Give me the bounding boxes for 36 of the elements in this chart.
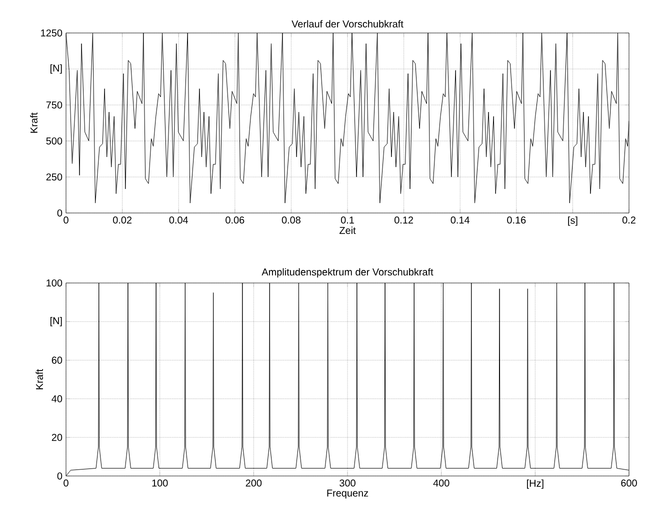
y-axis-title: Kraft: [30, 112, 38, 133]
x-axis-title: Zeit: [340, 226, 356, 234]
y-tick-label: 0: [57, 209, 62, 217]
x-tick-label: 0.14: [450, 216, 470, 224]
y-tick-label: 500: [46, 137, 62, 145]
x-tick-label: 300: [340, 480, 356, 487]
x-tick-label: 0.08: [282, 216, 300, 224]
y-tick-label: 20: [52, 434, 62, 441]
x-tick-label: 0.16: [507, 216, 526, 224]
y-tick-label: 60: [52, 356, 62, 364]
x-tick-label: 200: [246, 480, 262, 487]
y-tick-label: 0: [57, 472, 62, 480]
x-tick-label: 0.04: [169, 216, 188, 224]
y-tick-label: 750: [46, 101, 62, 109]
x-tick-label: 0: [64, 216, 68, 224]
x-tick-label: [Hz]: [527, 480, 544, 489]
x-tick-label: 400: [433, 480, 450, 487]
x-tick-label: 0.02: [113, 216, 132, 224]
y-tick-label: [N]: [50, 316, 62, 326]
y-tick-label: 100: [46, 279, 62, 287]
x-tick-label: 0: [64, 480, 68, 487]
x-axis-title: Frequenz: [327, 490, 368, 499]
x-tick-label: 0.06: [226, 216, 244, 224]
y-tick-label: 250: [46, 173, 62, 181]
x-tick-label: 100: [152, 480, 168, 487]
x-tick-label: 0.12: [394, 216, 414, 224]
x-tick-label: 0.1: [340, 216, 354, 224]
y-tick-label: 1250: [41, 29, 62, 37]
y-tick-label: 40: [52, 395, 62, 402]
x-tick-label: [s]: [568, 216, 578, 226]
y-axis-title: Kraft: [36, 369, 44, 390]
chart-title: Verlauf der Vorschubkraft: [292, 20, 404, 28]
x-tick-label: 600: [621, 480, 637, 487]
chart-title: Amplitudenspektrum der Vorschubkraft: [262, 268, 434, 278]
y-tick-label: [N]: [50, 64, 62, 74]
x-tick-label: 0.2: [622, 216, 636, 224]
